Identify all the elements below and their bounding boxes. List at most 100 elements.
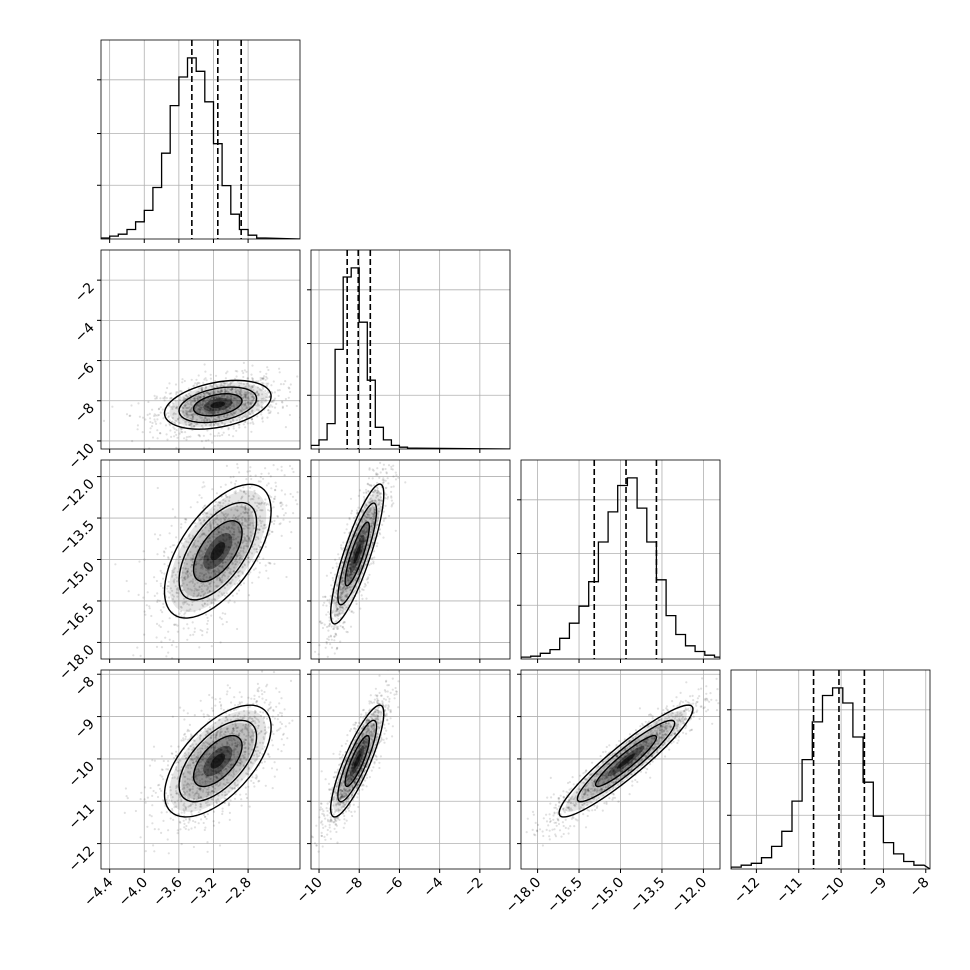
sample-point — [263, 375, 266, 378]
sample-point — [269, 410, 272, 413]
sample-point — [235, 403, 238, 406]
sample-point — [125, 579, 128, 583]
sample-point — [346, 523, 349, 526]
sample-point — [257, 537, 260, 541]
sample-point — [235, 375, 238, 378]
sample-point — [335, 598, 338, 601]
sample-point — [229, 558, 232, 561]
sample-point — [219, 485, 222, 489]
sample-point — [346, 570, 350, 574]
sample-point — [387, 482, 390, 485]
sample-point — [181, 601, 184, 604]
sample-point — [228, 556, 232, 559]
sample-point — [192, 425, 195, 428]
sample-point — [207, 566, 210, 569]
sample-point — [378, 507, 381, 510]
sample-point — [166, 587, 169, 590]
sample-point — [185, 540, 188, 543]
sample-point — [224, 390, 227, 393]
sample-point — [150, 614, 153, 618]
sample-point — [235, 557, 238, 560]
sample-point — [198, 494, 201, 497]
sample-point — [230, 527, 233, 530]
sample-point — [329, 571, 332, 575]
sample-point — [193, 397, 196, 400]
sample-point — [200, 557, 203, 560]
sample-point — [346, 574, 349, 577]
sample-point — [227, 575, 230, 578]
sample-point — [239, 583, 242, 587]
sample-point — [192, 400, 195, 403]
sample-point — [239, 545, 242, 549]
sample-point — [224, 388, 227, 391]
sample-point — [199, 558, 202, 561]
sample-point — [375, 500, 378, 503]
sample-point — [164, 412, 167, 415]
sample-point — [221, 623, 224, 626]
sample-point — [368, 468, 371, 471]
sample-point — [185, 413, 188, 416]
sample-point — [339, 586, 342, 589]
sample-point — [196, 544, 199, 548]
sample-point — [225, 395, 229, 398]
sample-point — [191, 406, 194, 409]
sample-point — [159, 569, 162, 573]
sample-point — [202, 583, 205, 586]
sample-point — [390, 490, 393, 493]
sample-point — [192, 554, 195, 557]
sample-point — [238, 392, 242, 396]
sample-point — [280, 722, 283, 726]
sample-point — [221, 565, 224, 569]
sample-point — [248, 524, 251, 527]
sample-point — [215, 396, 219, 399]
sample-point — [259, 503, 262, 506]
contour-line — [163, 483, 272, 619]
sample-point — [160, 789, 163, 793]
sample-point — [170, 396, 173, 400]
sample-point — [199, 409, 202, 412]
sample-point — [189, 550, 192, 554]
sample-point — [199, 567, 202, 570]
sample-point — [213, 573, 217, 576]
sample-point — [222, 561, 225, 565]
sample-point — [333, 652, 336, 655]
sample-point — [221, 561, 224, 564]
sample-point — [358, 526, 361, 530]
sample-point — [219, 520, 222, 523]
sample-point — [289, 679, 293, 683]
sample-point — [249, 486, 252, 489]
sample-point — [245, 397, 248, 400]
sample-point — [140, 791, 143, 794]
sample-point — [240, 489, 243, 492]
sample-point — [162, 397, 165, 400]
sample-point — [354, 548, 357, 551]
sample-point — [186, 552, 190, 555]
sample-point — [132, 654, 135, 657]
sample-point — [185, 406, 188, 410]
sample-point — [159, 625, 162, 629]
sample-point — [294, 499, 297, 502]
sample-point — [224, 483, 227, 486]
sample-point — [202, 506, 205, 509]
sample-point — [238, 390, 241, 393]
sample-point — [342, 541, 345, 544]
sample-point — [218, 526, 221, 529]
sample-point — [213, 804, 216, 807]
sample-point — [205, 515, 209, 518]
sample-point — [220, 417, 223, 420]
sample-point — [197, 592, 200, 595]
sample-point — [273, 391, 276, 394]
sample-point — [234, 390, 237, 393]
sample-point — [259, 515, 262, 518]
sample-point — [194, 820, 197, 824]
sample-point — [244, 504, 247, 507]
sample-point — [217, 565, 221, 568]
sample-point — [209, 408, 213, 411]
sample-point — [168, 397, 172, 400]
sample-point — [260, 377, 264, 380]
sample-point — [212, 824, 216, 827]
sample-point — [218, 434, 221, 437]
sample-point — [216, 509, 219, 512]
sample-point — [206, 616, 209, 619]
sample-point — [249, 540, 252, 543]
